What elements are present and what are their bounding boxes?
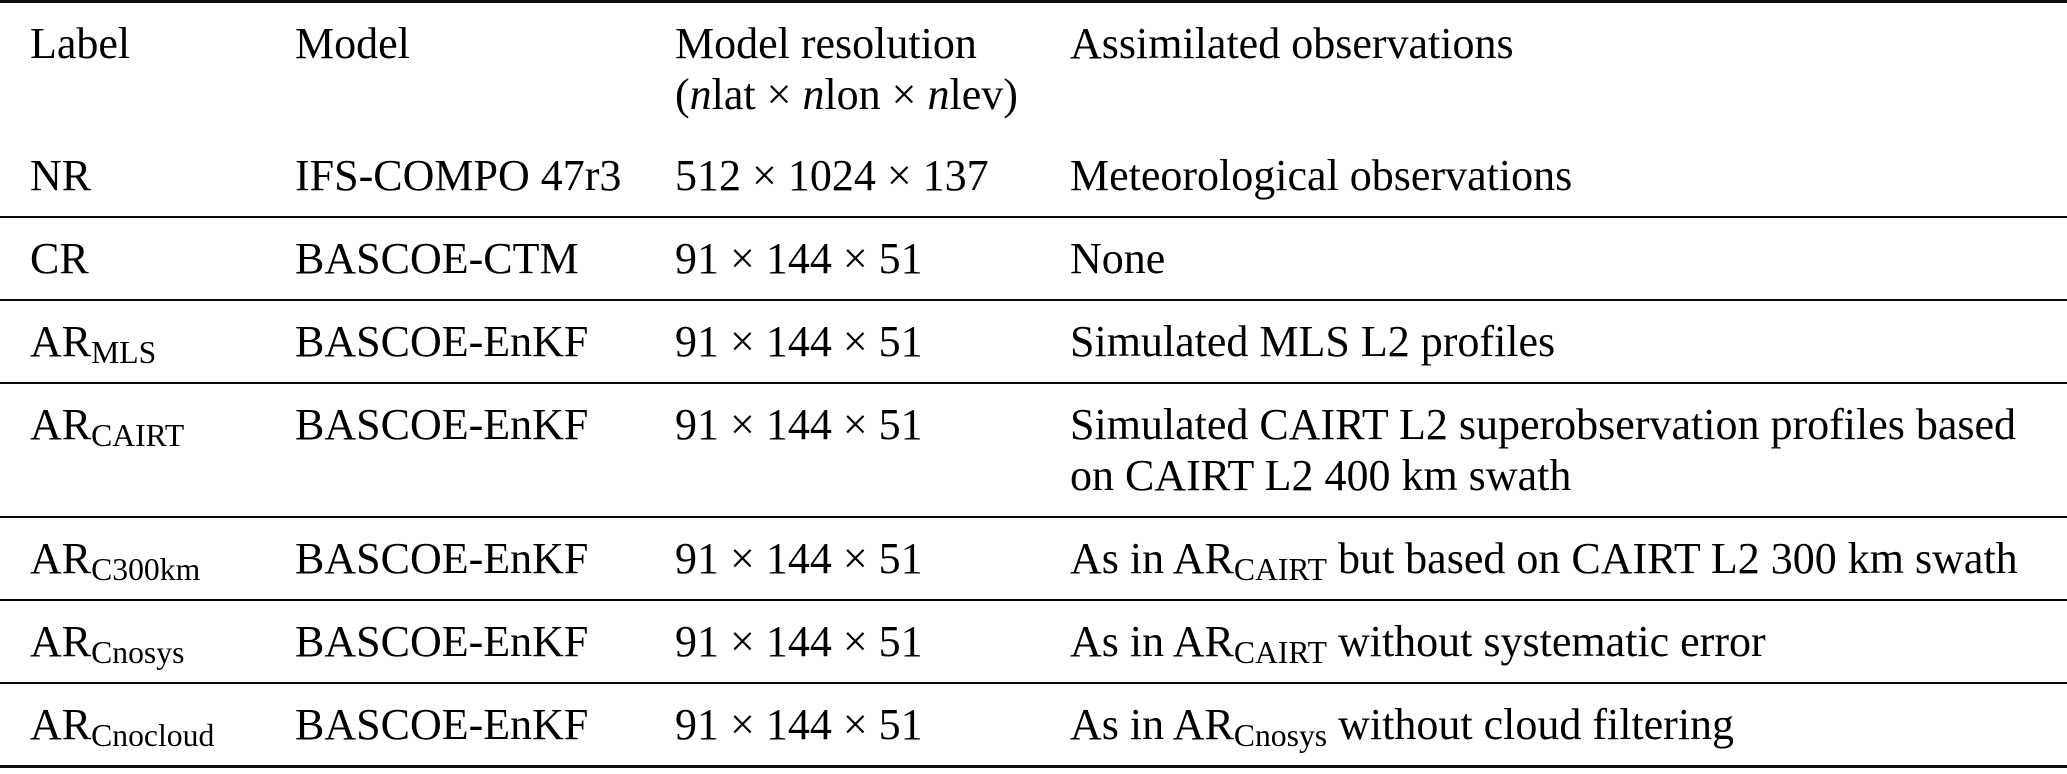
cell-resolution: 512 × 1024 × 137 — [675, 151, 989, 200]
cell-label: NR — [30, 151, 92, 200]
header-resolution-line2: (nlat × nlon × nlev) — [675, 70, 1018, 119]
cell-model: IFS-COMPO 47r3 — [295, 151, 622, 200]
table-row-nr: NR IFS-COMPO 47r3 512 × 1024 × 137 Meteo… — [0, 135, 2067, 217]
cell-resolution: 91 × 144 × 51 — [675, 617, 923, 666]
cell-label: ARC300km — [30, 534, 201, 587]
table-row-ar-c300km: ARC300km BASCOE-EnKF 91 × 144 × 51 As in… — [0, 517, 2067, 600]
header-observations: Assimilated observations — [1070, 19, 1514, 68]
cell-label: CR — [30, 234, 89, 283]
cell-observations: As in ARCAIRT but based on CAIRT L2 300 … — [1070, 534, 2018, 587]
cell-observations: As in ARCnosys without cloud filtering — [1070, 700, 1735, 753]
cell-resolution: 91 × 144 × 51 — [675, 534, 923, 583]
cell-label: ARCnocloud — [30, 700, 215, 753]
cell-observations: Meteorological observations — [1070, 151, 1573, 200]
cell-resolution: 91 × 144 × 51 — [675, 317, 923, 366]
cell-resolution: 91 × 144 × 51 — [675, 234, 923, 283]
cell-label: ARCAIRT — [30, 400, 185, 453]
header-resolution: Model resolution (nlat × nlon × nlev) — [675, 2, 1070, 136]
header-resolution-line1: Model resolution — [675, 19, 977, 68]
cell-model: BASCOE-CTM — [295, 234, 579, 283]
cell-label: ARMLS — [30, 317, 157, 370]
header-label: Label — [30, 19, 131, 68]
cell-observations: None — [1070, 234, 1166, 283]
cell-resolution: 91 × 144 × 51 — [675, 400, 923, 449]
cell-observations: Simulated CAIRT L2 superobservation prof… — [1070, 400, 2017, 500]
cell-label: ARCnosys — [30, 617, 185, 670]
table-row-ar-cairt: ARCAIRT BASCOE-EnKF 91 × 144 × 51 Simula… — [0, 383, 2067, 517]
cell-resolution: 91 × 144 × 51 — [675, 700, 923, 749]
cell-model: BASCOE-EnKF — [295, 700, 589, 749]
table-row-ar-mls: ARMLS BASCOE-EnKF 91 × 144 × 51 Simulate… — [0, 300, 2067, 383]
cell-model: BASCOE-EnKF — [295, 534, 589, 583]
cell-observations: Simulated MLS L2 profiles — [1070, 317, 1556, 366]
cell-model: BASCOE-EnKF — [295, 400, 589, 449]
cell-observations: As in ARCAIRT without systematic error — [1070, 617, 1766, 670]
header-model: Model — [295, 19, 410, 68]
table-row-ar-cnocloud: ARCnocloud BASCOE-EnKF 91 × 144 × 51 As … — [0, 683, 2067, 767]
header-row: Label Model Model resolution (nlat × nlo… — [0, 2, 2067, 136]
cell-model: BASCOE-EnKF — [295, 617, 589, 666]
table-row-cr: CR BASCOE-CTM 91 × 144 × 51 None — [0, 217, 2067, 300]
cell-model: BASCOE-EnKF — [295, 317, 589, 366]
table-row-ar-cnosys: ARCnosys BASCOE-EnKF 91 × 144 × 51 As in… — [0, 600, 2067, 683]
